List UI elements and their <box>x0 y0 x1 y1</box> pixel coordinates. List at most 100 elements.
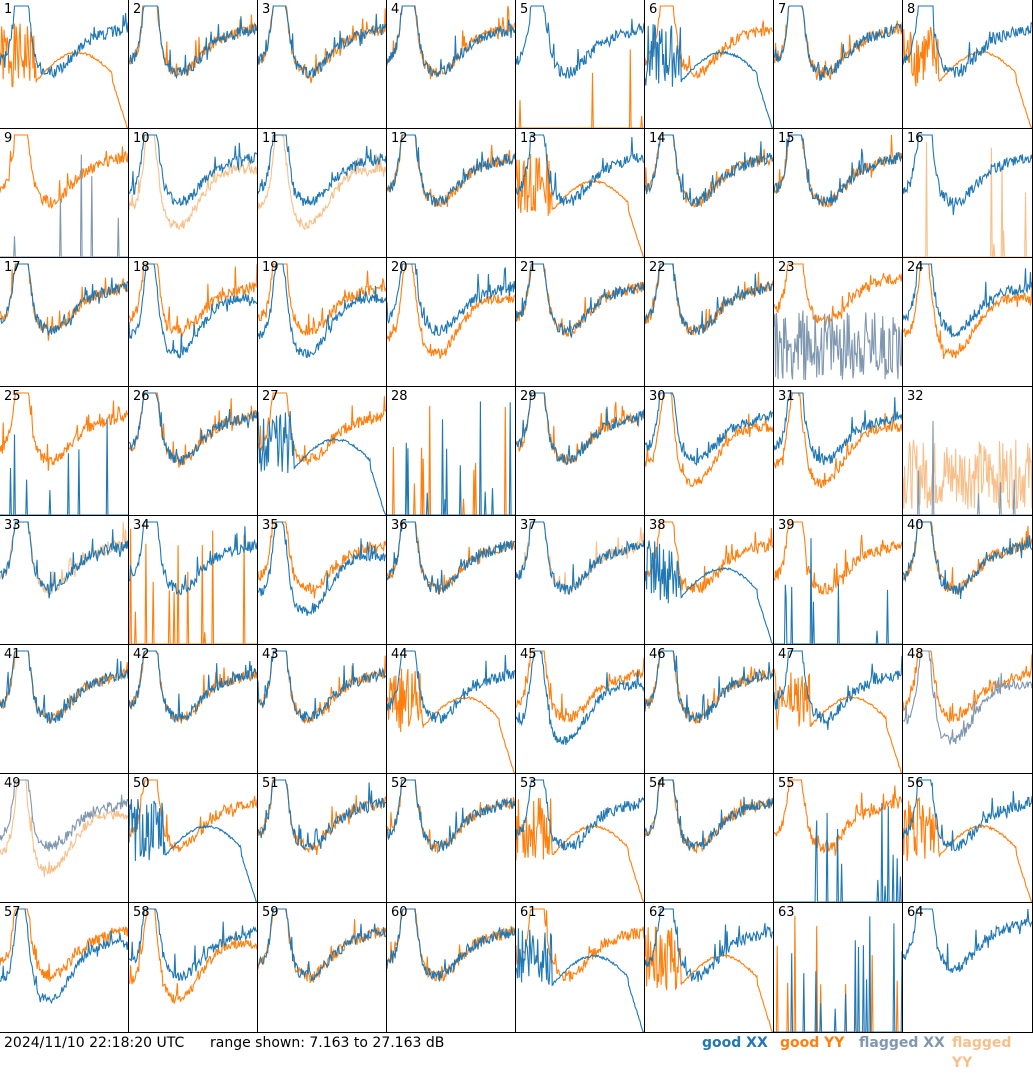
tile-51-xx-line <box>258 779 386 852</box>
tile-58-yy-line <box>129 908 257 1004</box>
tile-33-label: 33 <box>4 518 21 533</box>
tile-51-label: 51 <box>262 776 279 791</box>
tile-20-xx-line <box>387 263 515 336</box>
tile-36-label: 36 <box>391 518 408 533</box>
tile-6: 6 <box>645 0 774 129</box>
tile-28-plot <box>387 401 515 515</box>
tile-45-xx-line <box>516 650 644 746</box>
tile-50-xx-line <box>129 799 257 902</box>
tile-54-plot <box>645 778 773 854</box>
tile-24-label: 24 <box>907 260 924 275</box>
tile-48: 48 <box>903 645 1033 774</box>
tile-13: 13 <box>516 129 645 258</box>
tile-46-label: 46 <box>649 647 666 662</box>
tile-38-plot <box>645 521 773 644</box>
tile-42-plot <box>129 650 257 724</box>
tile-8-label: 8 <box>907 2 916 17</box>
tile-11-xx-line <box>258 134 386 206</box>
tile-59: 59 <box>258 903 387 1033</box>
tile-55-plot <box>774 779 902 902</box>
tile-43-plot <box>258 650 386 725</box>
tile-3-xx-line <box>258 5 386 79</box>
tile-28-label: 28 <box>391 389 408 404</box>
tile-57-label: 57 <box>4 905 21 920</box>
tile-38-label: 38 <box>649 518 666 533</box>
spectrum-grid: 1 2 3 4 5 6 7 8 9 10 11 12 13 14 15 16 17 18 19 20 21 22 23 24 2… <box>0 0 1033 1033</box>
tile-12-plot <box>387 134 515 208</box>
tile-9-xx-line <box>0 154 128 257</box>
tile-22-xx-line <box>645 263 773 336</box>
tile-23-xx-line <box>774 310 902 381</box>
tile-18-label: 18 <box>133 260 150 275</box>
tile-21-xx-line <box>516 263 644 339</box>
tile-61-xx-line <box>516 928 644 1032</box>
tile-10-yy-line <box>129 134 257 231</box>
tile-59-plot <box>258 908 386 983</box>
tile-16-xx-line <box>903 134 1032 216</box>
tile-1: 1 <box>0 0 129 129</box>
tile-27: 27 <box>258 387 387 516</box>
tile-2-xx-line <box>129 5 257 80</box>
tile-61-yy-line <box>516 908 644 982</box>
tile-15: 15 <box>774 129 903 258</box>
tile-1-plot <box>0 5 128 128</box>
tile-22-plot <box>645 263 773 337</box>
tile-43: 43 <box>258 645 387 774</box>
tile-59-label: 59 <box>262 905 279 920</box>
tile-32-label: 32 <box>907 389 924 404</box>
tile-44-yy-line <box>387 668 515 773</box>
tile-52-xx-line <box>387 779 515 852</box>
tile-44: 44 <box>387 645 516 774</box>
tile-7-xx-line <box>774 5 902 81</box>
tile-32-plot <box>903 420 1032 515</box>
tile-49: 49 <box>0 774 129 903</box>
tile-63-yy-line <box>774 915 902 1032</box>
tile-34-plot <box>129 521 257 644</box>
tile-62-plot <box>645 908 773 1032</box>
tile-10: 10 <box>129 129 258 258</box>
tile-38: 38 <box>645 516 774 645</box>
tile-18: 18 <box>129 258 258 387</box>
legend-good-yy: good YY <box>780 1035 845 1051</box>
tile-27-label: 27 <box>262 389 279 404</box>
tile-46: 46 <box>645 645 774 774</box>
tile-31-label: 31 <box>778 389 795 404</box>
timestamp: 2024/11/10 22:18:20 UTC <box>4 1035 185 1051</box>
tile-32-yy-line <box>903 439 1032 511</box>
tile-20-plot <box>387 263 515 359</box>
tile-5-label: 5 <box>520 2 529 17</box>
tile-36: 36 <box>387 516 516 645</box>
tile-23-yy-line <box>774 263 902 327</box>
tile-13-xx-line <box>516 134 644 206</box>
tile-7-yy-line <box>774 5 902 80</box>
tile-12-label: 12 <box>391 131 408 146</box>
tile-53-xx-line <box>516 779 644 851</box>
tile-62: 62 <box>645 903 774 1033</box>
tile-26-yy-line <box>129 392 257 468</box>
tile-61-plot <box>516 908 644 1032</box>
tile-12: 12 <box>387 129 516 258</box>
tile-25: 25 <box>0 387 129 516</box>
tile-23: 23 <box>774 258 903 387</box>
tile-53-label: 53 <box>520 776 537 791</box>
tile-48-label: 48 <box>907 647 924 662</box>
tile-60: 60 <box>387 903 516 1033</box>
tile-14: 14 <box>645 129 774 258</box>
tile-16-label: 16 <box>907 131 924 146</box>
tile-41-plot <box>0 650 128 725</box>
tile-42: 42 <box>129 645 258 774</box>
tile-50-yy-line <box>129 779 257 853</box>
tile-39-label: 39 <box>778 518 795 533</box>
tile-50-label: 50 <box>133 776 150 791</box>
tile-34-xx-line <box>129 521 257 596</box>
tile-17: 17 <box>0 258 129 387</box>
tile-10-plot <box>129 134 257 231</box>
tile-18-xx-line <box>129 263 257 359</box>
tile-25-yy-line <box>0 392 128 471</box>
tile-44-xx-line <box>387 650 515 724</box>
tile-7-label: 7 <box>778 2 787 17</box>
tile-41: 41 <box>0 645 129 774</box>
tile-52: 52 <box>387 774 516 903</box>
tile-6-xx-line <box>645 24 773 128</box>
tile-5: 5 <box>516 0 645 129</box>
